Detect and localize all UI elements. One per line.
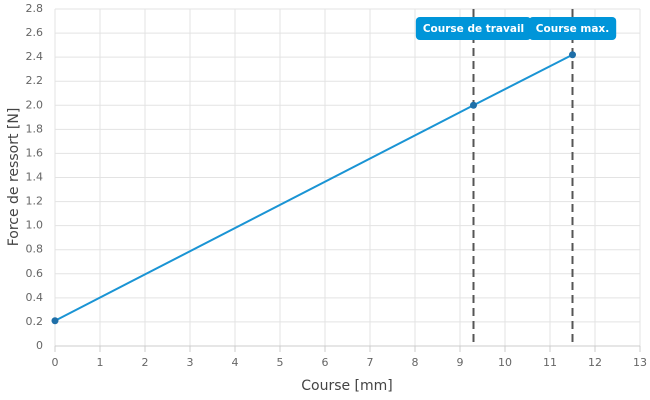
line: [54, 53, 573, 322]
y-tick-label: 0.4: [26, 291, 44, 304]
y-tick-label: 0.6: [26, 267, 44, 280]
x-tick-label: 7: [367, 356, 374, 369]
x-tick-label: 4: [232, 356, 239, 369]
point: [51, 317, 59, 325]
y-tick-label: 2.0: [26, 98, 44, 111]
x-tick-label: 2: [142, 356, 149, 369]
y-tick-label: 0.2: [26, 315, 44, 328]
y-tick-label: 2.8: [26, 2, 44, 15]
y-tick-label: 2.4: [26, 50, 44, 63]
annotation-box: [528, 17, 617, 40]
y-tick-label: 2.2: [26, 74, 44, 87]
point: [569, 51, 576, 59]
y-tick-label: 1.4: [26, 171, 44, 184]
x-tick-label: 5: [277, 356, 284, 369]
x-tick-label: 3: [187, 356, 194, 369]
x-tick-label: 1: [97, 356, 104, 369]
x-tick-label: 11: [543, 356, 557, 369]
annotation-label: Course max.: [536, 23, 609, 35]
annotation-box: [415, 17, 532, 40]
y-tick-label: 0: [36, 339, 43, 352]
annotation: Course de travail: [415, 17, 532, 40]
y-tick-label: 1.6: [26, 146, 44, 159]
y-tick-label: 2.6: [26, 26, 44, 39]
y-tick-label: 1.0: [26, 219, 44, 232]
y-tick-label: 1.2: [26, 195, 44, 208]
y-tick-label: 0.8: [26, 243, 44, 256]
x-tick-label: 8: [412, 356, 419, 369]
x-tick-label: 10: [498, 356, 512, 369]
annotation-label: Course de travail: [423, 23, 524, 35]
annotation: Course max.: [528, 17, 617, 40]
x-axis-title: Course [mm]: [301, 378, 393, 394]
x-tick-label: 12: [588, 356, 602, 369]
x-tick-label: 9: [457, 356, 464, 369]
x-tick-label: 0: [52, 356, 59, 369]
x-tick-label: 6: [322, 356, 329, 369]
x-tick-label: 13: [633, 356, 647, 369]
y-axis-title: Force de ressort [N]: [6, 108, 22, 247]
y-tick-label: 1.8: [26, 122, 44, 135]
point: [470, 101, 477, 109]
